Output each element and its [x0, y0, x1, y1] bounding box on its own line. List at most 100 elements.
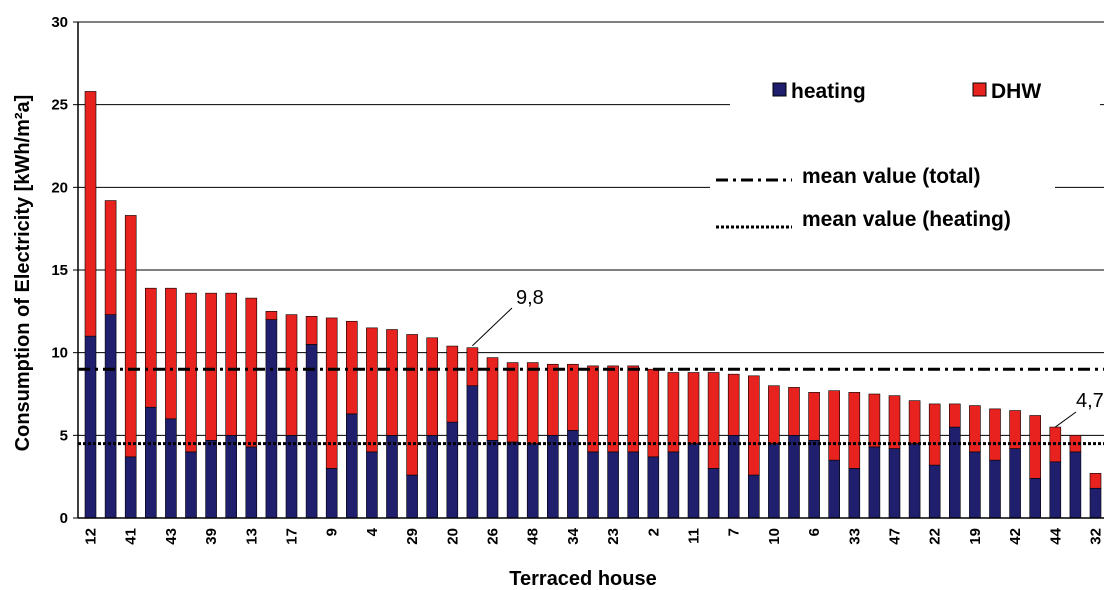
bar-dhw: [305, 315, 318, 345]
bar-heating: [165, 418, 177, 519]
bar-dhw: [908, 400, 921, 444]
legend-swatch-heating: [772, 82, 787, 97]
x-tick-label: 7: [726, 528, 743, 536]
bar-heating: [808, 439, 820, 519]
x-tick-label: 6: [806, 528, 823, 536]
y-tick-label: 20: [51, 179, 68, 196]
bar-dhw: [768, 385, 780, 444]
bar-dhw: [486, 357, 499, 441]
bar-dhw: [526, 362, 539, 444]
bar-heating: [687, 443, 700, 519]
bar-dhw: [124, 215, 137, 458]
bar-dhw: [84, 91, 97, 337]
bar-heating: [667, 451, 680, 519]
y-tick-label: 0: [60, 510, 68, 527]
y-tick-label: 5: [60, 427, 68, 444]
bar-dhw: [667, 372, 680, 453]
x-tick-label: 34: [565, 527, 582, 544]
bar-heating: [587, 451, 599, 519]
bar-dhw: [145, 287, 157, 408]
bar-heating: [446, 421, 459, 519]
bar-heating: [366, 451, 378, 519]
bar-dhw: [345, 320, 358, 415]
bar-heating: [828, 459, 841, 519]
bar-dhw: [386, 329, 398, 436]
x-tick-label: 32: [1088, 528, 1104, 545]
annotation-leader: [1055, 411, 1077, 428]
bar-heating: [1049, 461, 1062, 519]
bar-heating: [84, 335, 97, 519]
bar-heating: [386, 435, 398, 519]
x-tick-label: 13: [243, 528, 260, 545]
axes: [73, 21, 1104, 519]
bar-dhw: [828, 390, 841, 461]
y-tick-label: 15: [51, 262, 68, 279]
bar-heating: [848, 468, 861, 519]
y-axis-title: Consumption of Electricity [kWh/m²a]: [12, 95, 34, 452]
bar-heating: [788, 435, 800, 519]
bar-dhw: [707, 372, 720, 469]
legend-swatch-dhw: [972, 82, 987, 97]
bar-dhw: [245, 297, 258, 448]
bar-dhw: [747, 375, 760, 476]
bar-heating: [345, 413, 358, 519]
bar-dhw: [285, 314, 298, 436]
legend-label-mean-heating: mean value (heating): [802, 208, 1011, 231]
bar-heating: [506, 441, 519, 519]
bar-dhw: [948, 403, 961, 428]
bar-heating: [707, 468, 720, 519]
x-tick-label: 23: [605, 528, 622, 545]
bar-dhw: [727, 373, 740, 436]
x-tick-label: 47: [887, 528, 904, 545]
bar-dhw: [1089, 473, 1102, 489]
bar-heating: [265, 319, 278, 519]
bar-dhw: [506, 362, 519, 443]
legend-background-lines: [710, 158, 1055, 236]
x-tick-label: 10: [766, 528, 783, 545]
bar-heating: [124, 456, 137, 519]
bar-dhw: [185, 292, 197, 453]
y-tick-label: 10: [51, 345, 68, 362]
y-tick-label: 25: [51, 97, 68, 114]
x-tick-label: 42: [1007, 528, 1024, 545]
bar-dhw: [546, 363, 559, 436]
bar-heating: [1089, 487, 1102, 519]
bar-dhw: [225, 292, 237, 436]
bar-heating: [285, 435, 298, 519]
x-tick-label: 12: [83, 528, 100, 545]
annotation-label: 4,7: [1076, 390, 1104, 412]
bar-heating: [888, 448, 901, 519]
bar-heating: [747, 474, 760, 519]
bar-heating: [607, 451, 619, 519]
bar-dhw: [406, 334, 418, 476]
bar-heating: [969, 451, 981, 519]
bar-dhw: [788, 387, 800, 436]
bar-heating: [1009, 448, 1021, 519]
bar-heating: [989, 459, 1001, 519]
bar-heating: [325, 468, 338, 519]
bar-dhw: [989, 408, 1001, 461]
bar-heating: [426, 435, 439, 519]
bar-dhw: [627, 365, 640, 453]
bar-heating: [1069, 451, 1082, 519]
bar-dhw: [205, 292, 217, 441]
bar-dhw: [366, 327, 378, 453]
x-tick-label: 11: [686, 528, 703, 544]
bar-dhw: [104, 200, 117, 315]
bar-dhw: [928, 403, 941, 466]
x-tick-labels: 12 41 43 39 13 17 9 4 29 20 26 48 34 23 2 11 7 10 6 33 47 22 1…: [83, 527, 1104, 544]
bar-dhw: [446, 345, 459, 423]
x-tick-label: 17: [284, 528, 301, 545]
bar-heating: [486, 439, 499, 519]
x-tick-label: 48: [525, 528, 542, 545]
bar-heating: [928, 464, 941, 519]
bar-heating: [245, 446, 258, 519]
bar-heating: [948, 426, 961, 519]
bar-heating: [868, 446, 881, 519]
legend-label-mean-total: mean value (total): [802, 165, 981, 188]
bar-dhw: [466, 347, 479, 387]
bar-dhw: [607, 365, 619, 453]
bar-dhw: [969, 405, 981, 453]
x-tick-label: 19: [967, 528, 984, 545]
bar-dhw: [848, 392, 861, 469]
